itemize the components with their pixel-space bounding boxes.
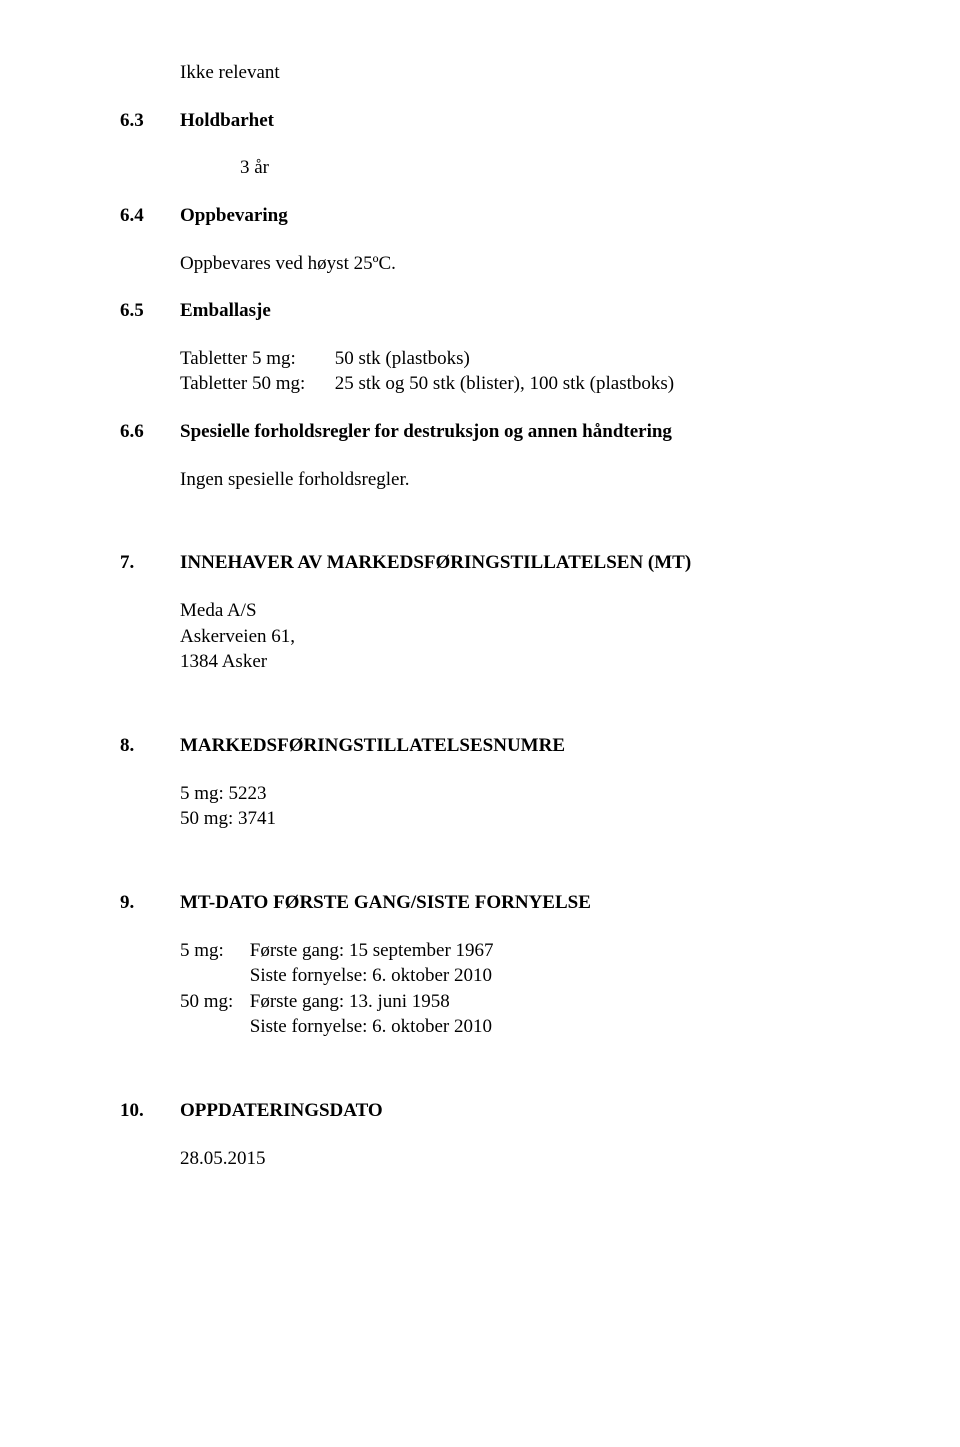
section-8-heading: 8. MARKEDSFØRINGSTILLATELSESNUMRE (120, 733, 860, 759)
section-8-line1: 5 mg: 5223 (180, 781, 860, 807)
section-9-num: 9. (120, 890, 180, 916)
section-8-num: 8. (120, 733, 180, 759)
section-6-5-title: Emballasje (180, 298, 271, 324)
section-8-line2: 50 mg: 3741 (180, 806, 860, 832)
section-9-l3-label: 50 mg: (180, 989, 245, 1015)
section-7-line3: 1384 Asker (180, 649, 860, 675)
section-9-l1-value: Første gang: 15 september 1967 (250, 940, 494, 961)
section-7-line2: Askerveien 61, (180, 624, 860, 650)
section-6-5-num: 6.5 (120, 298, 180, 324)
section-6-3-body: 3 år (240, 155, 860, 181)
section-7-line1: Meda A/S (180, 598, 860, 624)
section-10-heading: 10. OPPDATERINGSDATO (120, 1098, 860, 1124)
section-6-4-title: Oppbevaring (180, 203, 288, 229)
section-9-line1: 5 mg: Første gang: 15 september 1967 (180, 938, 860, 964)
not-relevant: Ikke relevant (180, 60, 860, 86)
section-10-title: OPPDATERINGSDATO (180, 1098, 383, 1124)
section-6-6-num: 6.6 (120, 419, 180, 445)
section-6-3-num: 6.3 (120, 108, 180, 134)
section-7-heading: 7. INNEHAVER AV MARKEDSFØRINGSTILLATELSE… (120, 550, 860, 576)
section-6-5-line2-label: Tabletter 50 mg: (180, 371, 330, 397)
section-6-5-line2-value: 25 stk og 50 stk (blister), 100 stk (pla… (335, 373, 674, 394)
section-7-title: INNEHAVER AV MARKEDSFØRINGSTILLATELSEN (… (180, 550, 691, 576)
section-6-3-title: Holdbarhet (180, 108, 274, 134)
section-9-l3-value: Første gang: 13. juni 1958 (250, 991, 450, 1012)
section-6-5-line1-value: 50 stk (plastboks) (335, 348, 470, 369)
section-6-6-body: Ingen spesielle forholdsregler. (180, 467, 860, 493)
section-6-5-line2: Tabletter 50 mg: 25 stk og 50 stk (blist… (180, 371, 860, 397)
section-9-heading: 9. MT-DATO FØRSTE GANG/SISTE FORNYELSE (120, 890, 860, 916)
section-9-l1-label: 5 mg: (180, 938, 245, 964)
section-6-6-heading: 6.6 Spesielle forholdsregler for destruk… (120, 419, 860, 445)
section-6-4-num: 6.4 (120, 203, 180, 229)
section-6-5-heading: 6.5 Emballasje (120, 298, 860, 324)
section-10-body: 28.05.2015 (180, 1146, 860, 1172)
section-9-title: MT-DATO FØRSTE GANG/SISTE FORNYELSE (180, 890, 591, 916)
section-6-6-title: Spesielle forholdsregler for destruksjon… (180, 419, 672, 445)
section-7-num: 7. (120, 550, 180, 576)
section-6-4-body: Oppbevares ved høyst 25ºC. (180, 251, 860, 277)
section-6-5-line1-label: Tabletter 5 mg: (180, 346, 330, 372)
section-9-line2: Siste fornyelse: 6. oktober 2010 (180, 963, 860, 989)
section-9-line4: Siste fornyelse: 6. oktober 2010 (180, 1014, 860, 1040)
section-8-title: MARKEDSFØRINGSTILLATELSESNUMRE (180, 733, 565, 759)
section-9-l4-value: Siste fornyelse: 6. oktober 2010 (250, 1016, 492, 1037)
section-10-num: 10. (120, 1098, 180, 1124)
section-9-line3: 50 mg: Første gang: 13. juni 1958 (180, 989, 860, 1015)
section-6-3-heading: 6.3 Holdbarhet (120, 108, 860, 134)
section-6-5-line1: Tabletter 5 mg: 50 stk (plastboks) (180, 346, 860, 372)
section-9-l2-value: Siste fornyelse: 6. oktober 2010 (250, 965, 492, 986)
section-6-4-heading: 6.4 Oppbevaring (120, 203, 860, 229)
